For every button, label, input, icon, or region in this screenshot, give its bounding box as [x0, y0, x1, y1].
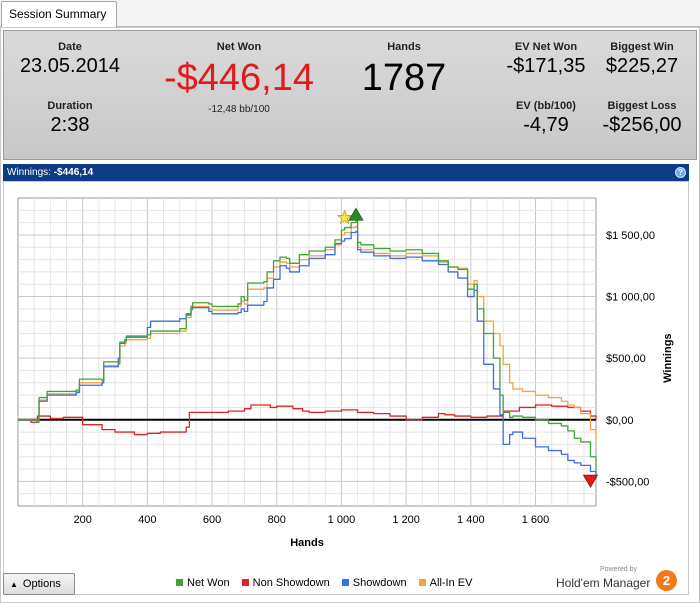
ev-net-won-label: EV Net Won [514, 41, 578, 53]
help-icon[interactable]: ? [675, 167, 686, 178]
powered-by-text: Powered by [600, 566, 637, 573]
chart-legend: Net Won Non Showdown Showdown All-In EV [176, 577, 481, 589]
net-won-value: -$446,14 [163, 57, 314, 99]
y-tick-label: -$500,00 [606, 476, 649, 488]
biggest-win-stat: Biggest Win $225,27 [592, 41, 692, 78]
ev-bb100-stat: EV (bb/100) -4,79 [496, 100, 596, 137]
x-tick-label: 1 000 [328, 514, 356, 526]
net-won-bb100: -12,48 bb/100 [208, 104, 270, 115]
tab-bar: Session Summary [0, 0, 700, 28]
legend-label: Net Won [187, 577, 230, 589]
biggest-win-value: $225,27 [605, 55, 679, 77]
max-triangle-icon [348, 207, 364, 221]
x-tick-label: 1 400 [457, 514, 485, 526]
x-axis-title: Hands [290, 537, 324, 549]
y-tick-label: $0,00 [606, 415, 634, 427]
min-triangle-icon [582, 474, 599, 488]
net-won-label: Net Won [216, 41, 262, 53]
ev-bb100-value: -4,79 [523, 114, 569, 136]
biggest-win-label: Biggest Win [610, 41, 674, 53]
net-won-stat: Net Won -$446,14 -12,48 bb/100 [154, 41, 324, 115]
star-marker-icon [336, 209, 353, 225]
chart-markers [336, 207, 599, 488]
y-tick-label: $1 000,00 [606, 292, 655, 304]
duration-label: Duration [47, 100, 93, 112]
biggest-loss-label: Biggest Loss [607, 100, 677, 112]
x-tick-label: 800 [268, 514, 286, 526]
ev-net-won-value: -$171,35 [506, 55, 586, 77]
winnings-chart-panel: 200 400 600 800 1 000 1 200 1 400 1 600 -$500,00… [3, 181, 689, 595]
x-tick-label: 1 200 [392, 514, 420, 526]
series-line-non-showdown [18, 404, 597, 436]
x-tick-label: 400 [138, 514, 156, 526]
chart-header: Winnings: -$446,14 ? [3, 164, 689, 181]
legend-swatch [176, 579, 183, 586]
legend-non-showdown[interactable]: Non Showdown [241, 577, 330, 589]
legend-swatch [241, 579, 249, 586]
brand-logo-icon: 2 [656, 570, 677, 591]
ev-bb100-label: EV (bb/100) [516, 100, 576, 112]
hands-stat: Hands 1787 [354, 41, 454, 100]
duration-stat: Duration 2:38 [14, 100, 126, 137]
chart-series [18, 220, 597, 479]
x-tick-label: 200 [74, 514, 92, 526]
date-value: 23.05.2014 [19, 55, 121, 77]
legend-label: Non Showdown [252, 577, 330, 589]
y-axis-title: Winnings [662, 333, 674, 382]
hands-value: 1787 [361, 57, 447, 99]
winnings-chart: 200 400 600 800 1 000 1 200 1 400 1 600 -$500,00… [17, 197, 674, 549]
legend-all-in-ev[interactable]: All-In EV [418, 577, 473, 589]
chart-grid [17, 197, 597, 507]
ev-net-won-stat: EV Net Won -$171,35 [496, 41, 596, 78]
tab-session-summary[interactable]: Session Summary [1, 1, 117, 28]
duration-value: 2:38 [50, 114, 90, 136]
date-label: Date [58, 41, 82, 53]
chart-ticks: 200 400 600 800 1 000 1 200 1 400 1 600 -$500,00… [74, 230, 655, 526]
brand-name: Hold'em Manager [556, 576, 651, 590]
triangle-up-icon: ▲ [10, 580, 18, 589]
biggest-loss-value: -$256,00 [602, 114, 682, 136]
legend-swatch [418, 579, 426, 586]
legend-label: All-In EV [429, 577, 473, 589]
legend-swatch [341, 579, 349, 586]
biggest-loss-stat: Biggest Loss -$256,00 [592, 100, 692, 137]
date-stat: Date 23.05.2014 [14, 41, 126, 78]
chart-header-label: Winnings: [7, 167, 51, 178]
y-tick-label: $500,00 [606, 353, 646, 365]
hands-label: Hands [387, 41, 421, 53]
y-tick-label: $1 500,00 [606, 230, 655, 242]
x-tick-label: 600 [203, 514, 221, 526]
options-button[interactable]: ▲ Options [3, 573, 75, 595]
legend-showdown[interactable]: Showdown [341, 577, 407, 589]
options-label: Options [22, 578, 61, 590]
series-line-showdown [18, 230, 597, 479]
session-summary-panel: Date 23.05.2014 Duration 2:38 Net Won -$… [3, 30, 697, 160]
x-tick-label: 1 600 [522, 514, 550, 526]
chart-header-value: -$446,14 [53, 167, 94, 178]
plot-area [17, 197, 597, 507]
series-line-net-won [18, 220, 597, 475]
legend-net-won[interactable]: Net Won [176, 577, 230, 589]
legend-label: Showdown [352, 577, 407, 589]
